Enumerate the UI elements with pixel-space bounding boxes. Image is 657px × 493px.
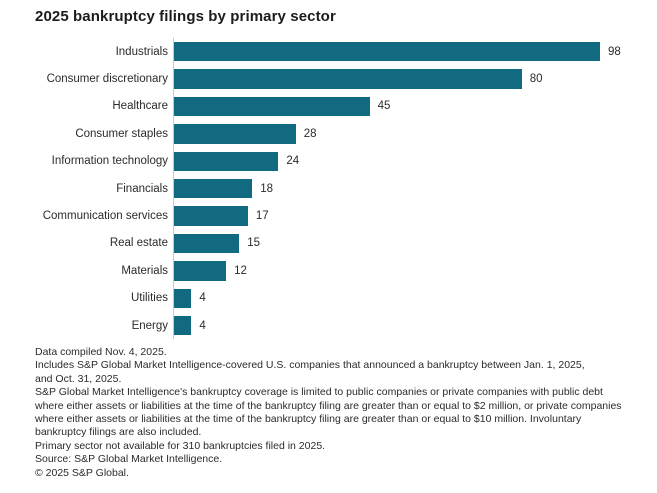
bar-row: Financials 18 bbox=[0, 174, 657, 203]
bar bbox=[174, 233, 240, 254]
bar bbox=[174, 124, 296, 144]
bar bbox=[174, 42, 600, 62]
bar-row: Consumer discretionary 80 bbox=[0, 65, 657, 93]
bar-zone: 24 bbox=[173, 147, 657, 175]
bar bbox=[174, 288, 192, 308]
bar-row: Utilities 4 bbox=[0, 284, 657, 312]
category-label: Healthcare bbox=[112, 100, 168, 113]
value-label: 24 bbox=[286, 155, 300, 168]
footnote-line: S&P Global Market Intelligence's bankrup… bbox=[35, 386, 603, 399]
bar-zone: 15 bbox=[173, 229, 657, 258]
category-label: Energy bbox=[131, 319, 168, 332]
value-label: 45 bbox=[377, 100, 391, 113]
bar-zone: 45 bbox=[173, 92, 657, 121]
footnotes: Data compiled Nov. 4, 2025. Includes S&P … bbox=[35, 346, 645, 480]
footnote-line: bankruptcy filings are also included. bbox=[35, 426, 202, 439]
bar-zone: 28 bbox=[173, 120, 657, 148]
bar-zone: 4 bbox=[173, 284, 657, 312]
bar-row: Communication services 17 bbox=[0, 202, 657, 230]
value-label: 17 bbox=[255, 210, 269, 223]
category-label: Consumer discretionary bbox=[46, 73, 168, 86]
bar-row: Industrials 98 bbox=[0, 38, 657, 66]
category-label: Communication services bbox=[42, 210, 168, 223]
bar-zone: 12 bbox=[173, 257, 657, 285]
bar bbox=[174, 315, 192, 336]
category-label: Financials bbox=[116, 182, 168, 195]
value-label: 15 bbox=[247, 237, 260, 250]
bar-zone: 4 bbox=[173, 311, 657, 340]
value-label: 28 bbox=[303, 127, 317, 140]
bar bbox=[174, 178, 253, 199]
value-label: 12 bbox=[234, 264, 247, 277]
footnote-line: Data compiled Nov. 4, 2025. bbox=[35, 346, 167, 358]
value-label: 4 bbox=[199, 319, 206, 332]
bar bbox=[174, 261, 227, 281]
bar-zone: 17 bbox=[173, 202, 657, 230]
footnote-line: Includes S&P Global Market Intelligence-… bbox=[35, 359, 585, 372]
footnote-line: and Oct. 31, 2025. bbox=[35, 372, 122, 385]
bar bbox=[174, 96, 370, 117]
footnote-line: Source: S&P Global Market Intelligence. bbox=[35, 453, 223, 466]
bar-row: Healthcare 45 bbox=[0, 92, 657, 121]
bar-chart: Industrials 98 Consumer discretionary 80… bbox=[0, 38, 657, 340]
bar-row: Information technology 24 bbox=[0, 147, 657, 175]
footnote-line: where either assets or liabilities at th… bbox=[35, 399, 622, 412]
value-label: 4 bbox=[199, 292, 206, 305]
bar-row: Real estate 15 bbox=[0, 229, 657, 258]
category-label: Information technology bbox=[51, 155, 168, 168]
bar bbox=[174, 151, 279, 171]
value-label: 18 bbox=[260, 182, 274, 195]
chart-title: 2025 bankruptcy filings by primary secto… bbox=[35, 8, 336, 25]
bar-row: Consumer staples 28 bbox=[0, 120, 657, 148]
bar-zone: 80 bbox=[173, 65, 657, 93]
footnote-line: Primary sector not available for 310 ban… bbox=[35, 439, 326, 452]
bar-row: Materials 12 bbox=[0, 257, 657, 285]
category-label: Utilities bbox=[130, 292, 168, 305]
bar bbox=[174, 206, 248, 226]
value-label: 80 bbox=[529, 73, 543, 86]
category-label: Materials bbox=[121, 264, 168, 277]
category-label: Real estate bbox=[109, 237, 168, 250]
category-label: Industrials bbox=[115, 45, 168, 58]
footnote-line: where either assets or liabilities at th… bbox=[35, 413, 582, 426]
category-label: Consumer staples bbox=[75, 127, 168, 140]
bar-row: Energy 4 bbox=[0, 311, 657, 340]
bar-zone: 98 bbox=[173, 38, 657, 66]
value-label: 98 bbox=[608, 45, 621, 58]
bar-zone: 18 bbox=[173, 174, 657, 203]
footnote-line: © 2025 S&P Global. bbox=[35, 466, 129, 479]
bar bbox=[174, 69, 522, 89]
